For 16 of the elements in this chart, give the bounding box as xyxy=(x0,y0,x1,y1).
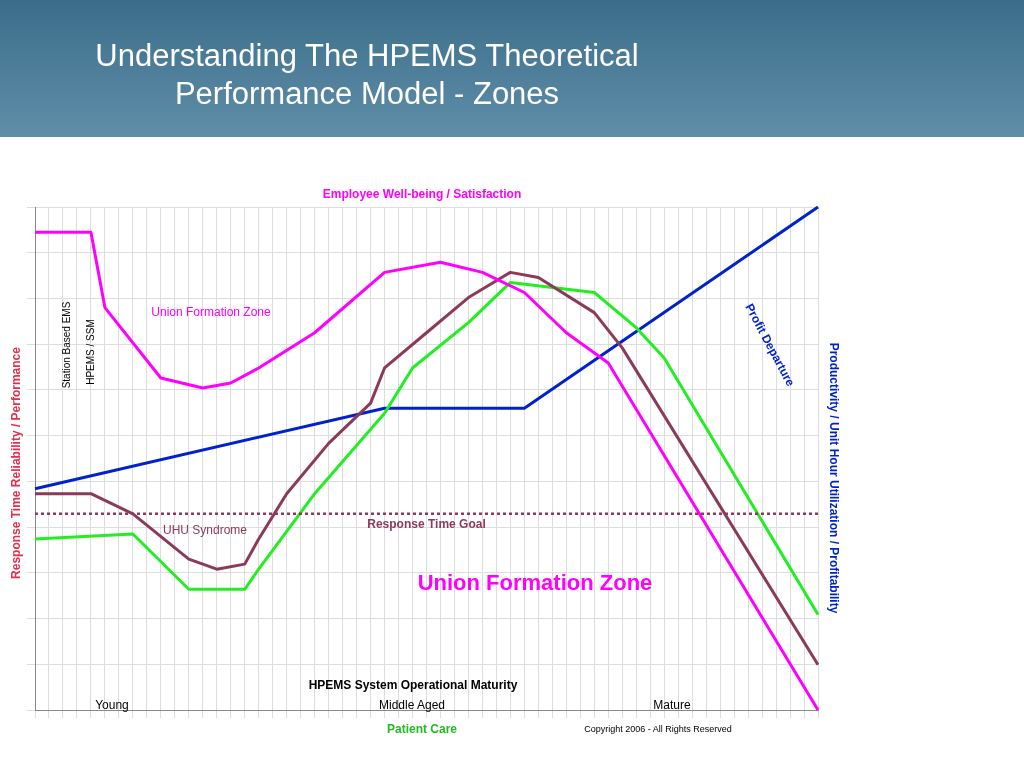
annotation: Young xyxy=(95,698,129,712)
ref-line-label: Response Time Goal xyxy=(367,516,486,531)
chart-subtitle: Employee Well-being / Satisfaction xyxy=(322,187,522,201)
text: Copyright 2006 - All Rights Reserved xyxy=(584,724,732,734)
annotation: UHU Syndrome xyxy=(162,523,248,537)
annotation: HPEMS System Operational Maturity xyxy=(308,678,518,692)
annotation: Station Based EMS xyxy=(60,301,72,389)
annotation: HPEMS / SSM xyxy=(84,319,96,385)
x-axis-title: Patient Care xyxy=(386,722,458,736)
chart-title: Understanding The HPEMS Theoretical Performance Model - Zones xyxy=(94,37,640,113)
annotation: Mature xyxy=(653,698,691,712)
annotation: Union Formation Zone xyxy=(151,305,271,319)
y-axis-title: Response Time Reliability / Performance xyxy=(9,347,23,579)
annotation: Middle Aged xyxy=(378,698,446,712)
annotation: Union Formation Zone xyxy=(417,570,653,596)
y2-axis-title: Productivity / Unit Hour Utilization / Profitability xyxy=(827,342,841,614)
